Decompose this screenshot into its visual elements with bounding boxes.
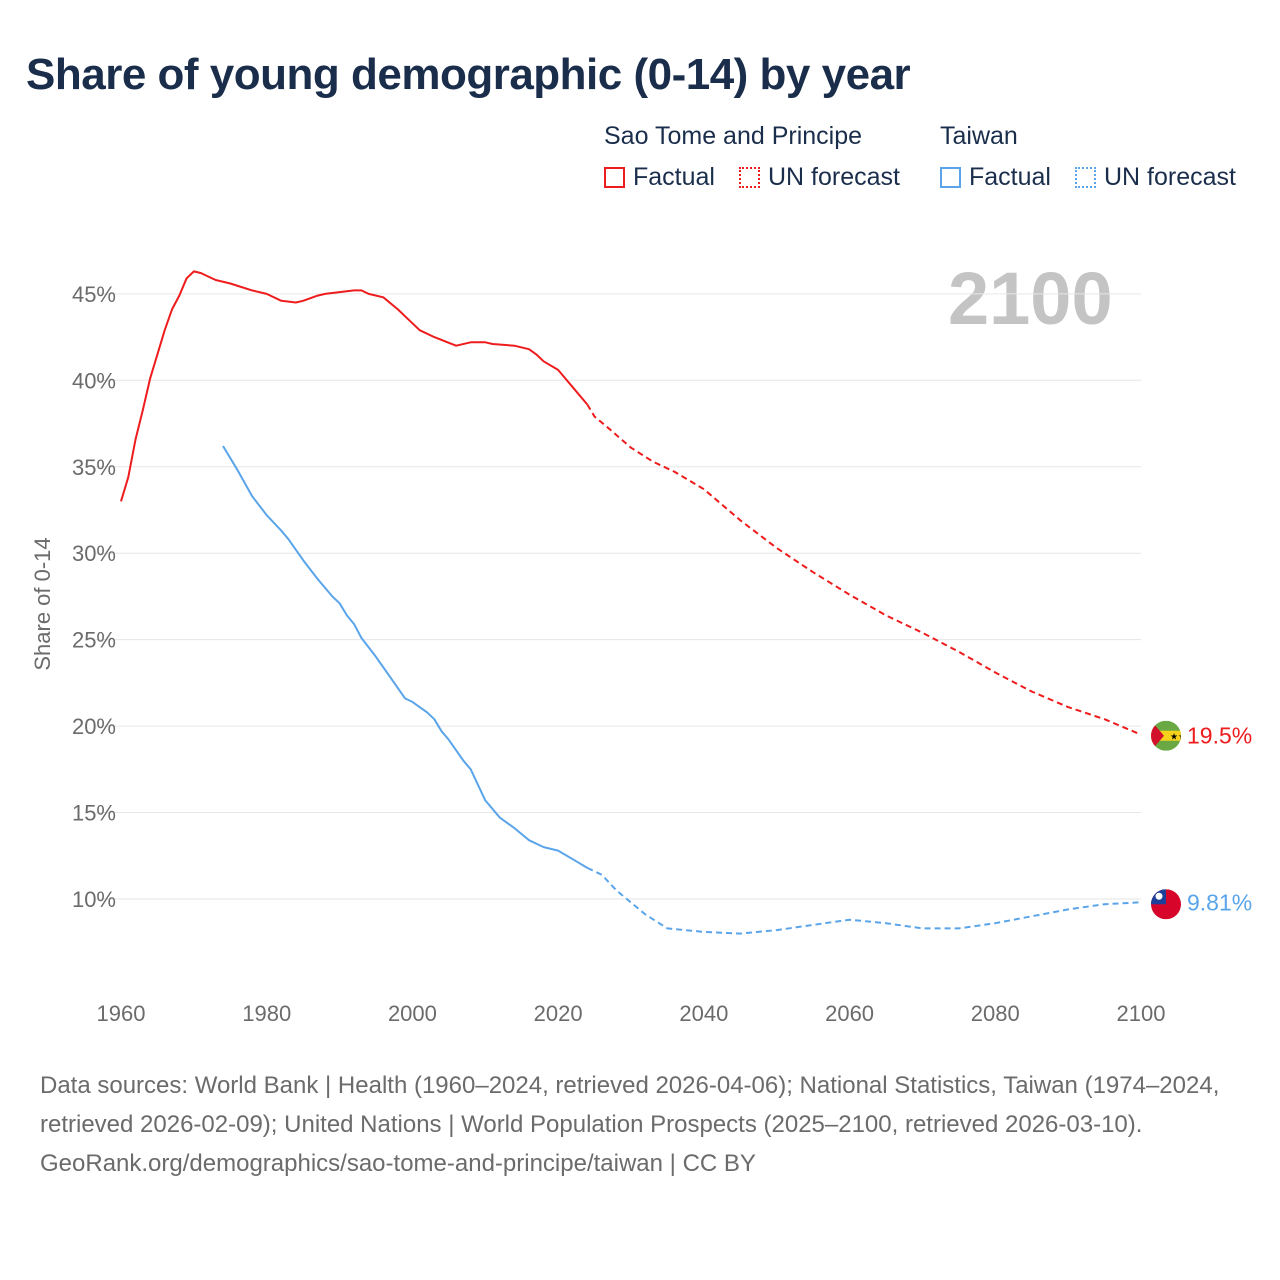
legend-swatch-forecast — [738, 167, 760, 188]
series-line-sao-tome-factual — [120, 270, 589, 502]
svg-text:★★: ★★ — [1170, 732, 1186, 742]
x-tick-label: 2100 — [1117, 1001, 1166, 1026]
source-link[interactable]: GeoRank.org/demographics/sao-tome-and-pr… — [40, 1150, 756, 1177]
legend-label-factual: Factual — [969, 163, 1051, 191]
legend-taiwan: Taiwan Factual UN forecast — [940, 122, 1236, 192]
y-tick-label: 20% — [72, 714, 116, 739]
flag-taiwan-icon — [1151, 889, 1181, 920]
legend-country: Sao Tome and Principe — [604, 122, 863, 150]
series-line-taiwan-factual — [222, 445, 588, 869]
x-tick-label: 2020 — [534, 1001, 583, 1026]
y-tick-label: 35% — [72, 455, 116, 480]
legend-swatch-factual — [940, 167, 961, 188]
series-line-sao-tome-forecast — [586, 403, 1142, 736]
x-tick-label: 2080 — [971, 1001, 1020, 1026]
footer: Data sources: World Bank | Health (1960–… — [40, 1066, 1250, 1183]
y-tick-label: 15% — [72, 801, 116, 826]
x-tick-label: 1980 — [242, 1001, 291, 1026]
x-tick-label: 2060 — [825, 1001, 874, 1026]
flag-sao-tome-icon: ★★ — [1151, 720, 1186, 751]
end-label-taiwan: 9.81% — [1187, 889, 1252, 915]
x-tick-label: 2040 — [679, 1001, 728, 1026]
series-line-taiwan-forecast — [586, 866, 1142, 935]
x-tick-label: 2000 — [388, 1001, 437, 1026]
legend-country: Taiwan — [940, 122, 1018, 150]
chart-title: Share of young demographic (0-14) by yea… — [26, 50, 911, 99]
legend-label-forecast: UN forecast — [767, 163, 900, 191]
year-display: 2100 — [948, 257, 1113, 340]
legend-label-factual: Factual — [633, 163, 715, 191]
x-tick-label: 1960 — [97, 1001, 146, 1026]
y-tick-label: 45% — [72, 282, 116, 307]
y-tick-label: 10% — [72, 887, 116, 912]
y-tick-label: 40% — [72, 368, 116, 393]
legend-label-forecast: UN forecast — [1103, 163, 1236, 191]
legend-swatch-factual — [604, 167, 625, 188]
y-tick-label: 30% — [72, 541, 116, 566]
legend-sao-tome: Sao Tome and Principe Factual UN forecas… — [604, 122, 916, 192]
end-label-sao-tome: 19.5% — [1187, 723, 1252, 749]
y-tick-label: 25% — [72, 628, 116, 653]
data-sources: Data sources: World Bank | Health (1960–… — [40, 1072, 1220, 1138]
y-axis-label: Share of 0-14 — [30, 537, 55, 670]
legend-swatch-forecast — [1074, 167, 1096, 188]
